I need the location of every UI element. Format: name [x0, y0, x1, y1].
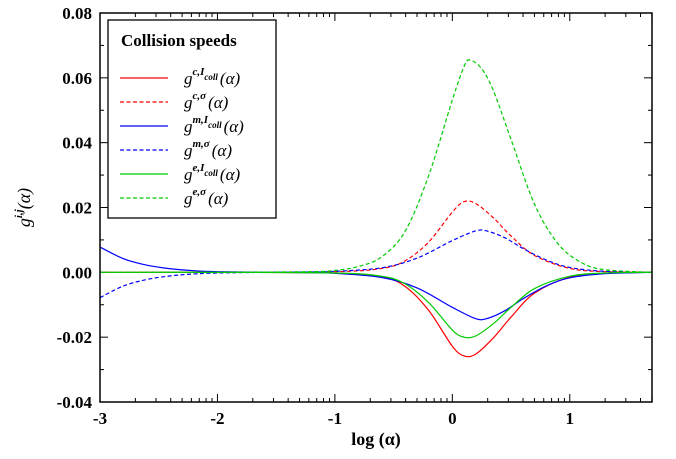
- x-tick-label: -1: [328, 409, 342, 428]
- legend-label: gm,σ (α): [184, 138, 232, 160]
- series-e-sigma-line: [99, 59, 653, 273]
- x-tick-label: 1: [566, 409, 575, 428]
- series-e-icoll-line: [99, 271, 653, 339]
- series-c-icoll-line: [99, 271, 653, 358]
- y-tick-label: 0.08: [62, 4, 92, 23]
- y-axis-title-arg: (α): [14, 188, 35, 209]
- y-tick-label: 0.00: [62, 263, 92, 282]
- x-tick-label: -3: [93, 409, 107, 428]
- legend-entries: gc,Icoll (α)gc,σ (α)gm,Icoll (α)gm,σ (α)ge,I…: [120, 66, 244, 208]
- legend-label: gc,σ (α): [184, 90, 229, 112]
- y-tick-label: -0.02: [57, 328, 92, 347]
- y-tick-label: 0.04: [62, 134, 92, 153]
- y-axis-title-base: g: [14, 218, 34, 227]
- y-axis-title: gi,j(α): [13, 188, 35, 227]
- y-tick-labels: -0.04 -0.02 0.00 0.02 0.04 0.06 0.08: [57, 4, 93, 412]
- series-m-icoll-line: [99, 246, 653, 321]
- legend: Collision speeds gc,Icoll (α)gc,σ (α)gm,Ic…: [107, 19, 277, 219]
- series-m-sigma-line: [99, 229, 653, 299]
- legend-label: ge,Icoll (α): [184, 162, 241, 184]
- plot-frame: [99, 12, 653, 403]
- y-tick-label: 0.06: [62, 69, 92, 88]
- y-axis-title-sup: i,j: [13, 208, 25, 218]
- series-lines: [99, 59, 653, 358]
- x-tick-label: 0: [448, 409, 457, 428]
- x-axis-title: log (α): [351, 429, 401, 450]
- svg-text:gi,j(α): gi,j(α): [13, 188, 35, 227]
- legend-label: gc,Icoll (α): [184, 66, 241, 88]
- legend-label: ge,σ (α): [184, 186, 229, 208]
- series-c-sigma-line: [99, 200, 653, 273]
- legend-title: Collision speeds: [121, 31, 237, 50]
- y-tick-label: 0.02: [62, 199, 92, 218]
- legend-label: gm,Icoll (α): [184, 114, 244, 136]
- x-tick-labels: -3 -2 -1 0 1: [93, 409, 574, 428]
- legend-box: [107, 19, 277, 219]
- x-tick-label: -2: [210, 409, 224, 428]
- y-tick-label: -0.04: [57, 393, 93, 412]
